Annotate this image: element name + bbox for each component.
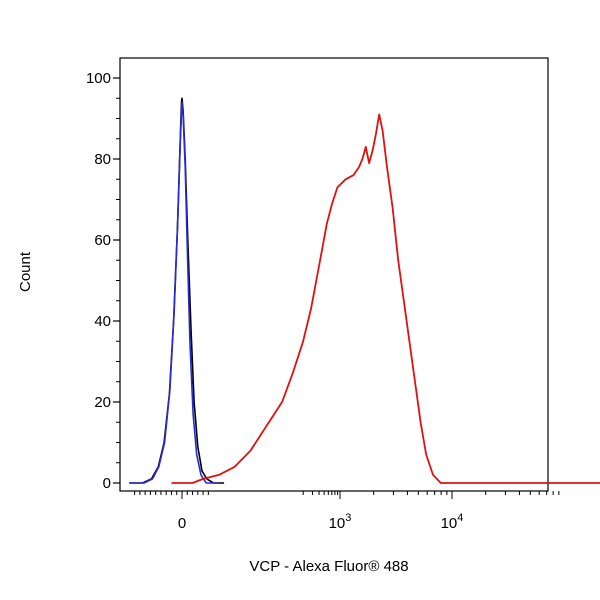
series-line-1 [129, 101, 219, 484]
series-layer [129, 97, 600, 484]
series-line-0 [129, 97, 225, 484]
y-tick-label: 0 [103, 475, 111, 492]
y-tick-label: 20 [94, 394, 111, 411]
x-tick-label-0: 0 [178, 515, 186, 532]
series-line-2 [171, 113, 600, 484]
y-tick-label: 60 [94, 232, 111, 249]
plot-frame [119, 57, 549, 492]
y-tick-label: 80 [94, 151, 111, 168]
x-tick-label-10000: 104 [441, 512, 464, 532]
x-tick-label-1000: 103 [329, 512, 352, 532]
y-tick-label: 40 [94, 313, 111, 330]
y-tick-label: 100 [86, 70, 111, 87]
x-axis: 0 103 104 [134, 491, 560, 532]
x-axis-title: VCP - Alexa Fluor® 488 [249, 558, 408, 575]
y-axis-title: Count [17, 251, 34, 292]
y-axis: 0 20 40 60 80 100 [86, 70, 120, 492]
